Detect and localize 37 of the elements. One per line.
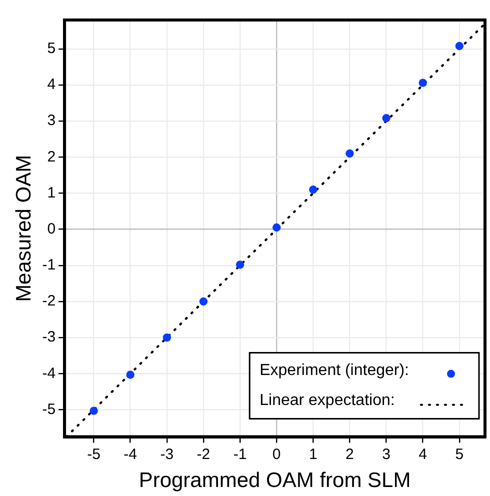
- x-tick-label: 4: [418, 446, 428, 463]
- point: [309, 186, 318, 194]
- y-axis-title: Measured OAM: [12, 154, 36, 302]
- y-tick-label: -3: [42, 328, 56, 346]
- x-tick-label: 2: [346, 446, 354, 463]
- point: [418, 78, 427, 87]
- legend-label: Linear expectation:: [260, 392, 395, 410]
- point: [272, 223, 281, 232]
- x-tick-label: -2: [196, 446, 210, 463]
- point: [455, 42, 464, 50]
- x-tick-label: 5: [455, 446, 464, 463]
- point: [162, 333, 172, 342]
- point: [90, 406, 98, 415]
- point: [382, 114, 390, 122]
- y-tick-label: 5: [47, 40, 56, 58]
- point: [346, 149, 354, 158]
- y-tick-label: -2: [42, 292, 56, 310]
- x-tick-label: 1: [308, 446, 318, 463]
- x-tick-label: -1: [233, 446, 247, 463]
- y-tick-label: 1: [47, 184, 56, 202]
- x-tick-label: 3: [382, 446, 390, 463]
- x-tick-label: -5: [87, 446, 100, 463]
- point: [236, 260, 244, 269]
- y-tick-label: 4: [47, 76, 56, 94]
- x-tick-label: 0: [272, 446, 281, 463]
- point: [199, 297, 208, 306]
- legend-label: Experiment (integer):: [260, 362, 409, 380]
- x-axis-title: Programmed OAM from SLM: [138, 469, 411, 492]
- point: [126, 370, 134, 379]
- y-tick-label: -4: [42, 364, 56, 382]
- y-tick-label: -1: [42, 256, 56, 274]
- y-tick-label: 0: [47, 220, 56, 238]
- y-tick-label: 2: [47, 148, 56, 166]
- y-tick-label: 3: [47, 112, 56, 130]
- x-tick-label: -3: [160, 446, 174, 463]
- x-tick-label: -4: [124, 446, 138, 463]
- y-tick-label: -5: [42, 400, 56, 418]
